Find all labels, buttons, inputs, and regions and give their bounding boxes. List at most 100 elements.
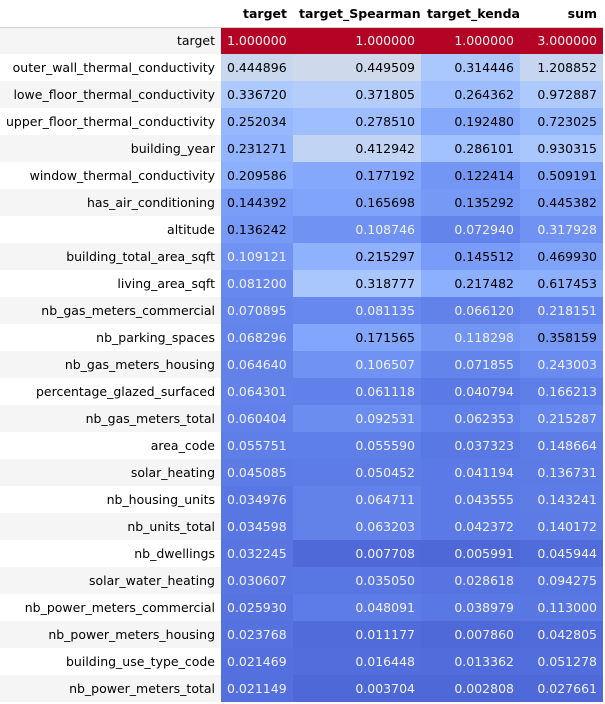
table-cell: 0.108746 <box>293 216 421 243</box>
table-cell: 0.063203 <box>293 513 421 540</box>
table-cell: 0.066120 <box>421 297 520 324</box>
table-cell: 0.050452 <box>293 459 421 486</box>
table-cell: 0.038979 <box>421 594 520 621</box>
table-row: has_air_conditioning 0.144392 0.165698 0.13… <box>0 189 603 216</box>
table-row: nb_gas_meters_housing 0.064640 0.106507 0.0… <box>0 351 603 378</box>
table-body: target 1.000000 1.000000 1.000000 3.000000 ou… <box>0 27 603 702</box>
column-header-target: target <box>221 0 293 28</box>
table-cell: 0.135292 <box>421 189 520 216</box>
table-cell: 0.171565 <box>293 324 421 351</box>
table-cell: 1.000000 <box>293 27 421 54</box>
header-row: target target_Spearman target_kendall su… <box>0 0 603 28</box>
table-cell: 0.140172 <box>520 513 603 540</box>
table-cell: 0.035050 <box>293 567 421 594</box>
row-label: outer_wall_thermal_conductivity <box>0 54 221 81</box>
row-label: window_thermal_conductivity <box>0 162 221 189</box>
table-cell: 0.068296 <box>221 324 293 351</box>
table-cell: 0.264362 <box>421 81 520 108</box>
row-label: percentage_glazed_surfaced <box>0 378 221 405</box>
table-row: area_code 0.055751 0.055590 0.037323 0.14866… <box>0 432 603 459</box>
table-cell: 0.469930 <box>520 243 603 270</box>
table-cell: 0.070895 <box>221 297 293 324</box>
table-row: nb_power_meters_total 0.021149 0.003704 0.0… <box>0 675 603 702</box>
table-cell: 0.064301 <box>221 378 293 405</box>
table-cell: 0.165698 <box>293 189 421 216</box>
row-label: nb_housing_units <box>0 486 221 513</box>
table-row: percentage_glazed_surfaced 0.064301 0.0611… <box>0 378 603 405</box>
table-row: living_area_sqft 0.081200 0.318777 0.217482… <box>0 270 603 297</box>
row-label: area_code <box>0 432 221 459</box>
table-cell: 0.215297 <box>293 243 421 270</box>
table-cell: 0.045944 <box>520 540 603 567</box>
table-row: altitude 0.136242 0.108746 0.072940 0.317928 <box>0 216 603 243</box>
table-cell: 0.013362 <box>421 648 520 675</box>
table-cell: 1.208852 <box>520 54 603 81</box>
table-cell: 0.002808 <box>421 675 520 702</box>
table-cell: 0.109121 <box>221 243 293 270</box>
table-row: nb_power_meters_commercial 0.025930 0.0480… <box>0 594 603 621</box>
table-cell: 0.243003 <box>520 351 603 378</box>
table-cell: 0.032245 <box>221 540 293 567</box>
table-cell: 0.005991 <box>421 540 520 567</box>
table-cell: 0.072940 <box>421 216 520 243</box>
table-cell: 0.145512 <box>421 243 520 270</box>
row-label: nb_power_meters_housing <box>0 621 221 648</box>
table-cell: 0.023768 <box>221 621 293 648</box>
table-cell: 0.113000 <box>520 594 603 621</box>
table-cell: 0.043555 <box>421 486 520 513</box>
table-cell: 0.021469 <box>221 648 293 675</box>
table-cell: 0.060404 <box>221 405 293 432</box>
table-cell: 0.218151 <box>520 297 603 324</box>
table-cell: 0.412942 <box>293 135 421 162</box>
table-cell: 0.025930 <box>221 594 293 621</box>
row-label: nb_gas_meters_commercial <box>0 297 221 324</box>
table-cell: 0.040794 <box>421 378 520 405</box>
table-cell: 0.723025 <box>520 108 603 135</box>
row-label: solar_heating <box>0 459 221 486</box>
table-cell: 0.217482 <box>421 270 520 297</box>
table-cell: 0.143241 <box>520 486 603 513</box>
table-cell: 0.144392 <box>221 189 293 216</box>
table-row: nb_gas_meters_total 0.060404 0.092531 0.062… <box>0 405 603 432</box>
row-label: has_air_conditioning <box>0 189 221 216</box>
table-row: target 1.000000 1.000000 1.000000 3.000000 <box>0 27 603 54</box>
table-cell: 0.041194 <box>421 459 520 486</box>
index-header-blank <box>0 0 221 28</box>
table-cell: 1.000000 <box>421 27 520 54</box>
table-row: building_year 0.231271 0.412942 0.286101 0.9… <box>0 135 603 162</box>
table-cell: 0.930315 <box>520 135 603 162</box>
row-label: nb_gas_meters_total <box>0 405 221 432</box>
table-cell: 0.318777 <box>293 270 421 297</box>
table-cell: 0.122414 <box>421 162 520 189</box>
table-cell: 0.317928 <box>520 216 603 243</box>
table-cell: 0.209586 <box>221 162 293 189</box>
table-cell: 0.081200 <box>221 270 293 297</box>
row-label: building_use_type_code <box>0 648 221 675</box>
table-cell: 0.617453 <box>520 270 603 297</box>
table-row: solar_water_heating 0.030607 0.035050 0.028… <box>0 567 603 594</box>
table-cell: 0.007860 <box>421 621 520 648</box>
table-row: nb_parking_spaces 0.068296 0.171565 0.11829… <box>0 324 603 351</box>
table-cell: 0.192480 <box>421 108 520 135</box>
column-header-target-kendall: target_kendall <box>421 0 520 28</box>
row-label: target <box>0 27 221 54</box>
table-cell: 0.118298 <box>421 324 520 351</box>
table-cell: 0.042372 <box>421 513 520 540</box>
table-cell: 0.166213 <box>520 378 603 405</box>
table-cell: 0.215287 <box>520 405 603 432</box>
table-cell: 0.055751 <box>221 432 293 459</box>
table-row: window_thermal_conductivity 0.209586 0.177… <box>0 162 603 189</box>
table-cell: 0.021149 <box>221 675 293 702</box>
table-cell: 0.027661 <box>520 675 603 702</box>
table-cell: 0.314446 <box>421 54 520 81</box>
table-cell: 0.034976 <box>221 486 293 513</box>
table-cell: 0.064640 <box>221 351 293 378</box>
row-label: altitude <box>0 216 221 243</box>
table-cell: 0.336720 <box>221 81 293 108</box>
table-cell: 0.509191 <box>520 162 603 189</box>
table-cell: 0.278510 <box>293 108 421 135</box>
table-cell: 0.136242 <box>221 216 293 243</box>
row-label: nb_power_meters_total <box>0 675 221 702</box>
table-cell: 0.007708 <box>293 540 421 567</box>
row-label: building_year <box>0 135 221 162</box>
